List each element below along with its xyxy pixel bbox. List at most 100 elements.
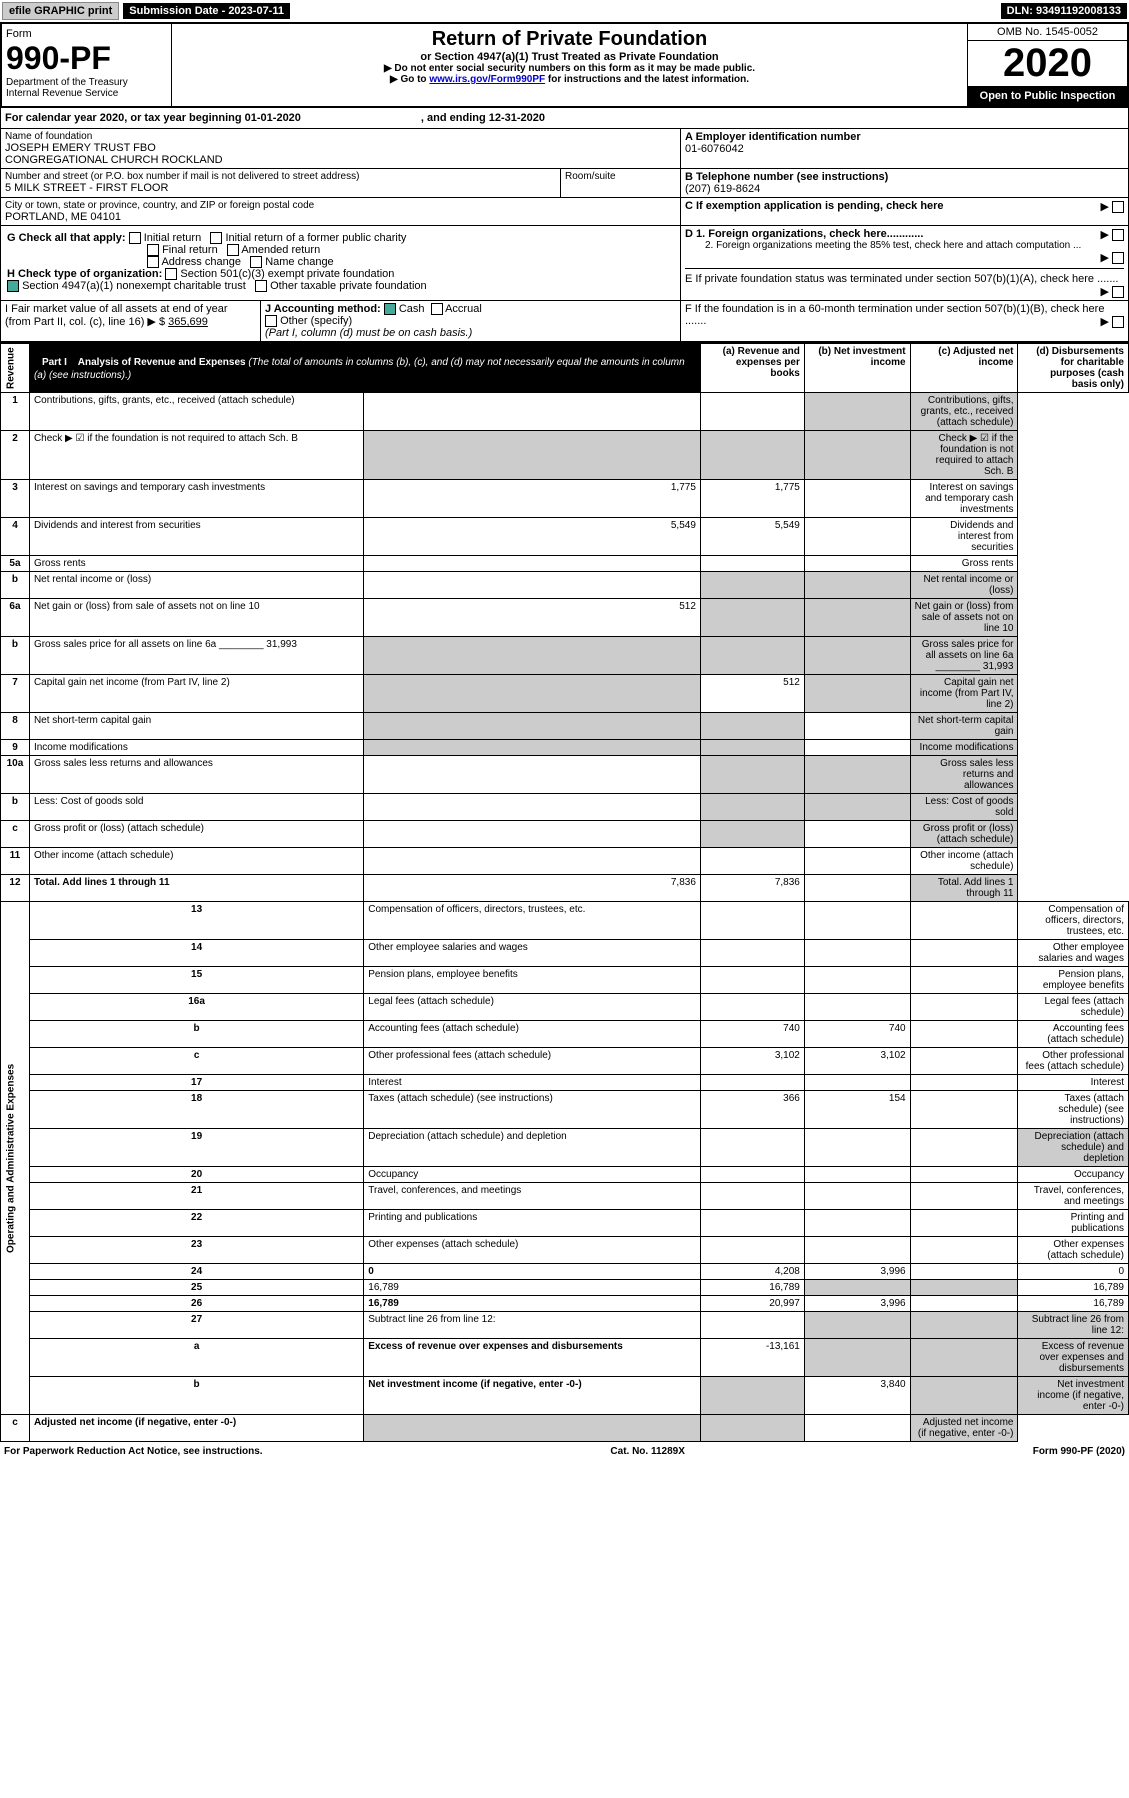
line-num: 10a	[1, 756, 30, 794]
col-a-value	[700, 1183, 804, 1210]
line-desc: Contributions, gifts, grants, etc., rece…	[29, 393, 363, 431]
col-a-value	[700, 940, 804, 967]
col-a-value: 4,208	[700, 1264, 804, 1280]
checkbox-final[interactable]	[147, 244, 159, 256]
col-b-value	[804, 1183, 910, 1210]
line-num: b	[1, 572, 30, 599]
checkbox-d2[interactable]	[1112, 252, 1124, 264]
line-num: 22	[29, 1210, 363, 1237]
form-subtitle: or Section 4947(a)(1) Trust Treated as P…	[176, 51, 963, 63]
line-num: 15	[29, 967, 363, 994]
col-b-value	[804, 1237, 910, 1264]
form-label: Form	[6, 28, 167, 40]
line-num: 9	[1, 740, 30, 756]
col-b-value	[700, 599, 804, 637]
line-num: 5a	[1, 556, 30, 572]
col-c-value	[910, 1075, 1018, 1091]
col-d-value: Contributions, gifts, grants, etc., rece…	[910, 393, 1018, 431]
col-c-value	[804, 637, 910, 675]
checkbox-c[interactable]	[1112, 201, 1124, 213]
city-label: City or town, state or province, country…	[5, 200, 676, 211]
col-b-value	[700, 431, 804, 480]
line-num: 12	[1, 875, 30, 902]
section-f-label: F If the foundation is in a 60-month ter…	[685, 303, 1104, 327]
checkbox-accrual[interactable]	[431, 303, 443, 315]
col-c-value	[910, 1048, 1018, 1075]
tax-year: 2020	[968, 41, 1127, 86]
checkbox-e[interactable]	[1112, 286, 1124, 298]
col-d-value: Other employee salaries and wages	[1018, 940, 1129, 967]
line-desc: Depreciation (attach schedule) and deple…	[364, 1129, 701, 1167]
line-desc: Net gain or (loss) from sale of assets n…	[29, 599, 363, 637]
line-num: 2	[1, 431, 30, 480]
phone-value: (207) 619-8624	[685, 183, 1124, 195]
col-b-value	[700, 794, 804, 821]
col-c-value	[910, 940, 1018, 967]
col-c-value	[804, 821, 910, 848]
ein-value: 01-6076042	[685, 143, 1124, 155]
col-c-value	[804, 431, 910, 480]
checkbox-initial[interactable]	[129, 232, 141, 244]
part1-table: Revenue Part I Analysis of Revenue and E…	[0, 343, 1129, 1442]
form-number: 990-PF	[6, 40, 167, 77]
col-a-value: 740	[700, 1021, 804, 1048]
checkbox-address[interactable]	[147, 256, 159, 268]
col-a-value: 3,102	[700, 1048, 804, 1075]
col-b-value: 3,996	[804, 1264, 910, 1280]
irs-link[interactable]: www.irs.gov/Form990PF	[429, 74, 545, 85]
line-desc: Taxes (attach schedule) (see instruction…	[364, 1091, 701, 1129]
section-c-label: C If exemption application is pending, c…	[685, 200, 944, 212]
col-b-value: 3,996	[804, 1296, 910, 1312]
col-d-value: Gross rents	[910, 556, 1018, 572]
efile-button[interactable]: efile GRAPHIC print	[2, 2, 119, 20]
checkbox-other-method[interactable]	[265, 315, 277, 327]
omb-number: OMB No. 1545-0052	[968, 24, 1127, 41]
col-c-value	[804, 756, 910, 794]
line-num: 14	[29, 940, 363, 967]
col-c-value	[804, 518, 910, 556]
checkbox-other-taxable[interactable]	[255, 280, 267, 292]
line-num: c	[29, 1048, 363, 1075]
checkbox-f[interactable]	[1112, 316, 1124, 328]
col-b-value	[700, 756, 804, 794]
col-a-value	[700, 1210, 804, 1237]
col-c-value	[910, 1021, 1018, 1048]
col-c-value	[910, 902, 1018, 940]
line-num: b	[1, 794, 30, 821]
line-num: c	[1, 1415, 30, 1442]
col-d-value: Check ▶ ☑ if the foundation is not requi…	[910, 431, 1018, 480]
line-desc: Printing and publications	[364, 1210, 701, 1237]
col-a-header: (a) Revenue and expenses per books	[700, 344, 804, 393]
col-b-value: 5,549	[700, 518, 804, 556]
checkbox-name[interactable]	[250, 256, 262, 268]
section-h: H Check type of organization: Section 50…	[7, 268, 674, 280]
col-d-value: Accounting fees (attach schedule)	[1018, 1021, 1129, 1048]
checkbox-amended[interactable]	[227, 244, 239, 256]
col-a-value	[700, 1312, 804, 1339]
checkbox-d1[interactable]	[1112, 229, 1124, 241]
line-num: 1	[1, 393, 30, 431]
col-d-value: Capital gain net income (from Part IV, l…	[910, 675, 1018, 713]
col-d-value: Other professional fees (attach schedule…	[1018, 1048, 1129, 1075]
col-b-value	[804, 1339, 910, 1377]
col-b-value	[700, 821, 804, 848]
addr-label: Number and street (or P.O. box number if…	[5, 171, 556, 182]
line-desc: Pension plans, employee benefits	[364, 967, 701, 994]
col-d-value: Less: Cost of goods sold	[910, 794, 1018, 821]
line-desc: 0	[364, 1264, 701, 1280]
col-a-value	[364, 572, 701, 599]
col-d-header: (d) Disbursements for charitable purpose…	[1018, 344, 1129, 393]
col-c-value	[804, 393, 910, 431]
line-desc: Other employee salaries and wages	[364, 940, 701, 967]
line-desc: Adjusted net income (if negative, enter …	[29, 1415, 363, 1442]
col-d-value: Other expenses (attach schedule)	[1018, 1237, 1129, 1264]
col-d-value: Adjusted net income (if negative, enter …	[910, 1415, 1018, 1442]
checkbox-initial-former[interactable]	[210, 232, 222, 244]
col-b-value	[804, 994, 910, 1021]
top-bar: efile GRAPHIC print Submission Date - 20…	[0, 0, 1129, 22]
checkbox-4947-checked[interactable]	[7, 280, 19, 292]
col-d-value: Net short-term capital gain	[910, 713, 1018, 740]
irs-label: Internal Revenue Service	[6, 88, 167, 99]
checkbox-cash-checked[interactable]	[384, 303, 396, 315]
checkbox-501c3[interactable]	[165, 268, 177, 280]
